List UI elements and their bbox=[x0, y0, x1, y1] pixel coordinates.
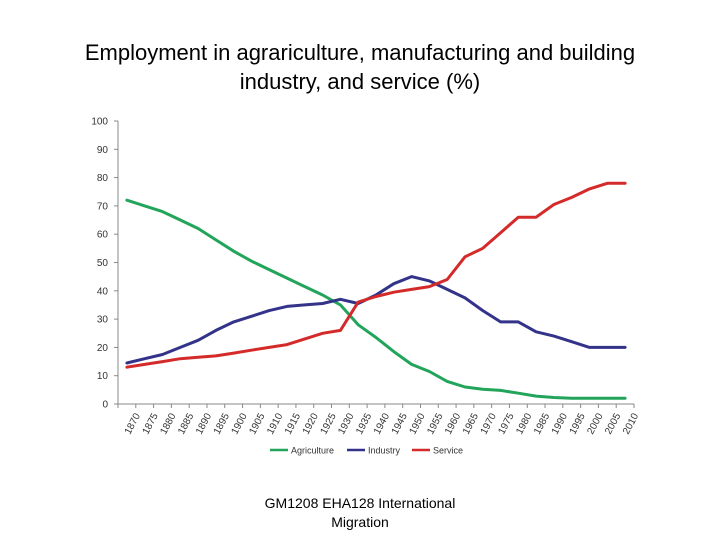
x-tick-label: 1980 bbox=[514, 411, 534, 436]
x-tick-label: 1975 bbox=[496, 411, 516, 436]
slide-footer: GM1208 EHA128 International Migration bbox=[230, 494, 490, 532]
x-tick-label: 1925 bbox=[319, 411, 339, 436]
x-tick-label: 1915 bbox=[283, 411, 303, 436]
x-tick-label: 1950 bbox=[408, 411, 428, 436]
legend-label-service: Service bbox=[433, 446, 463, 456]
series-line-service bbox=[125, 181, 627, 369]
y-tick-label: 80 bbox=[97, 173, 109, 184]
x-tick-label: 1885 bbox=[176, 411, 196, 436]
x-tick-label: 1900 bbox=[230, 411, 250, 436]
x-tick-label: 1955 bbox=[425, 411, 445, 436]
x-tick-label: 1935 bbox=[354, 411, 374, 436]
legend-label-industry: Industry bbox=[368, 446, 401, 456]
x-tick-label: 2010 bbox=[621, 411, 641, 436]
x-tick-label: 1920 bbox=[301, 411, 321, 436]
x-tick-label: 1940 bbox=[372, 411, 392, 436]
y-tick-label: 40 bbox=[97, 286, 109, 297]
x-tick-label: 1995 bbox=[568, 411, 588, 436]
y-tick-label: 90 bbox=[97, 145, 109, 156]
x-tick-label: 2005 bbox=[603, 411, 623, 436]
x-tick-label: 1970 bbox=[479, 411, 499, 436]
y-tick-label: 60 bbox=[97, 230, 109, 241]
chart-title-line1: Employment in agrariculture, manufacturi… bbox=[84, 40, 636, 65]
x-tick-label: 1890 bbox=[194, 411, 214, 436]
chart-title-line2: industry, and service (%) bbox=[239, 69, 481, 94]
x-tick-label: 1895 bbox=[212, 411, 232, 436]
y-tick-label: 10 bbox=[97, 371, 109, 382]
series-line-industry bbox=[125, 275, 627, 365]
x-tick-label: 1930 bbox=[336, 411, 356, 436]
x-tick-label: 1905 bbox=[247, 411, 267, 436]
y-tick-label: 20 bbox=[97, 343, 109, 354]
y-tick-label: 50 bbox=[97, 258, 109, 269]
x-tick-label: 1870 bbox=[123, 411, 143, 436]
x-tick-label: 1945 bbox=[390, 411, 410, 436]
chart-title: Employment in agrariculture, manufacturi… bbox=[30, 38, 690, 96]
y-tick-label: 0 bbox=[102, 400, 108, 411]
x-tick-label: 1965 bbox=[461, 411, 481, 436]
legend-label-agriculture: Agriculture bbox=[291, 446, 334, 456]
x-tick-label: 1875 bbox=[141, 411, 161, 436]
x-tick-label: 1880 bbox=[158, 411, 178, 436]
footer-line1: GM1208 EHA128 International bbox=[264, 495, 456, 511]
x-tick-label: 1960 bbox=[443, 411, 463, 436]
x-tick-label: 1990 bbox=[550, 411, 570, 436]
y-tick-label: 30 bbox=[97, 315, 109, 326]
x-tick-label: 1910 bbox=[265, 411, 285, 436]
x-tick-label: 1985 bbox=[532, 411, 552, 436]
footer-line2: Migration bbox=[331, 514, 389, 530]
x-tick-label: 2000 bbox=[585, 411, 605, 436]
series-line-agriculture bbox=[125, 198, 627, 400]
y-tick-label: 70 bbox=[97, 201, 109, 212]
y-tick-label: 100 bbox=[91, 117, 108, 128]
